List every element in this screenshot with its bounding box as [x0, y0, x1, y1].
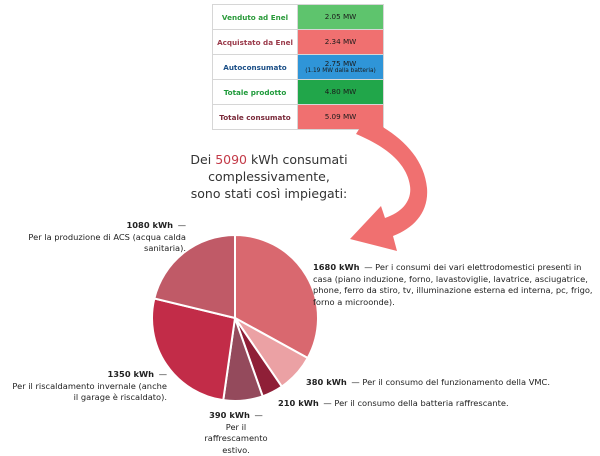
slice-desc: Per la produzione di ACS (acqua calda sa… — [28, 231, 186, 254]
callout-acs: 1080 kWh — Per la produzione di ACS (acq… — [28, 220, 186, 254]
summary-value: 4.80 MW — [297, 79, 384, 105]
slice-label: 210 kWh — [278, 398, 319, 408]
summary-value-main: 2.34 MW — [324, 37, 357, 46]
energy-summary-table: Venduto ad Enel 2.05 MW Acquistato da Enel… — [212, 4, 384, 130]
pie-slice-1080 — [153, 233, 236, 320]
total-consumed-kwh: 5090 — [215, 152, 247, 167]
summary-row: Acquistato da Enel 2.34 MW — [212, 29, 384, 55]
callout-vmc: 380 kWh — Per il consumo del funzionamen… — [306, 377, 550, 387]
slice-desc: Per il riscaldamento invernale (anche il… — [12, 380, 167, 403]
summary-value-main: 2.05 MW — [324, 12, 357, 21]
sentence-line2: sono stati così impiegati: — [190, 186, 348, 201]
summary-label: Totale consumato — [212, 104, 298, 130]
summary-value-sub: (1.19 MW dalla batteria) — [305, 67, 376, 74]
summary-label: Acquistato da Enel — [212, 29, 298, 55]
summary-value-main: 4.80 MW — [324, 87, 357, 96]
summary-label: Autoconsumato — [212, 54, 298, 80]
summary-value: 2.75 MW (1.19 MW dalla batteria) — [297, 54, 384, 80]
slice-desc: Per i consumi dei vari elettrodomestici … — [313, 262, 593, 307]
summary-label: Totale prodotto — [212, 79, 298, 105]
summary-value: 2.34 MW — [297, 29, 384, 55]
sentence-suffix: kWh consumati complessivamente, — [208, 152, 348, 184]
slice-desc: Per il raffrescamento estivo. — [204, 421, 268, 455]
summary-row: Venduto ad Enel 2.05 MW — [212, 4, 384, 30]
slice-label: 1680 kWh — [313, 262, 360, 272]
slice-desc: Per il consumo del funzionamento della V… — [362, 377, 550, 387]
summary-value: 2.05 MW — [297, 4, 384, 30]
consumption-sentence: Dei 5090 kWh consumati complessivamente,… — [128, 151, 410, 202]
sentence-prefix: Dei — [190, 152, 216, 167]
callout-cooling: 390 kWh — Per il raffrescamento estivo. — [204, 410, 268, 455]
pie-slice-1350 — [151, 297, 237, 402]
curved-arrow-shape — [350, 118, 428, 251]
summary-row: Autoconsumato 2.75 MW (1.19 MW dalla batte… — [212, 54, 384, 80]
slice-label: 1350 kWh — [107, 369, 155, 379]
slice-label: 390 kWh — [209, 410, 250, 420]
summary-label: Venduto ad Enel — [212, 4, 298, 30]
slice-label: 1080 kWh — [126, 220, 174, 230]
summary-row: Totale prodotto 4.80 MW — [212, 79, 384, 105]
slice-desc: Per il consumo della batteria raffrescan… — [334, 398, 509, 408]
callout-appliances: 1680 kWh — Per i consumi dei vari elettr… — [313, 262, 593, 307]
slice-label: 380 kWh — [306, 377, 347, 387]
pie-slice-1680 — [234, 233, 319, 360]
summary-value-main: 5.09 MW — [324, 112, 357, 121]
summary-value-main: 2.75 MW — [324, 58, 357, 68]
callout-battery: 210 kWh — Per il consumo della batteria … — [278, 398, 509, 408]
callout-heating: 1350 kWh — Per il riscaldamento invernal… — [12, 369, 167, 403]
